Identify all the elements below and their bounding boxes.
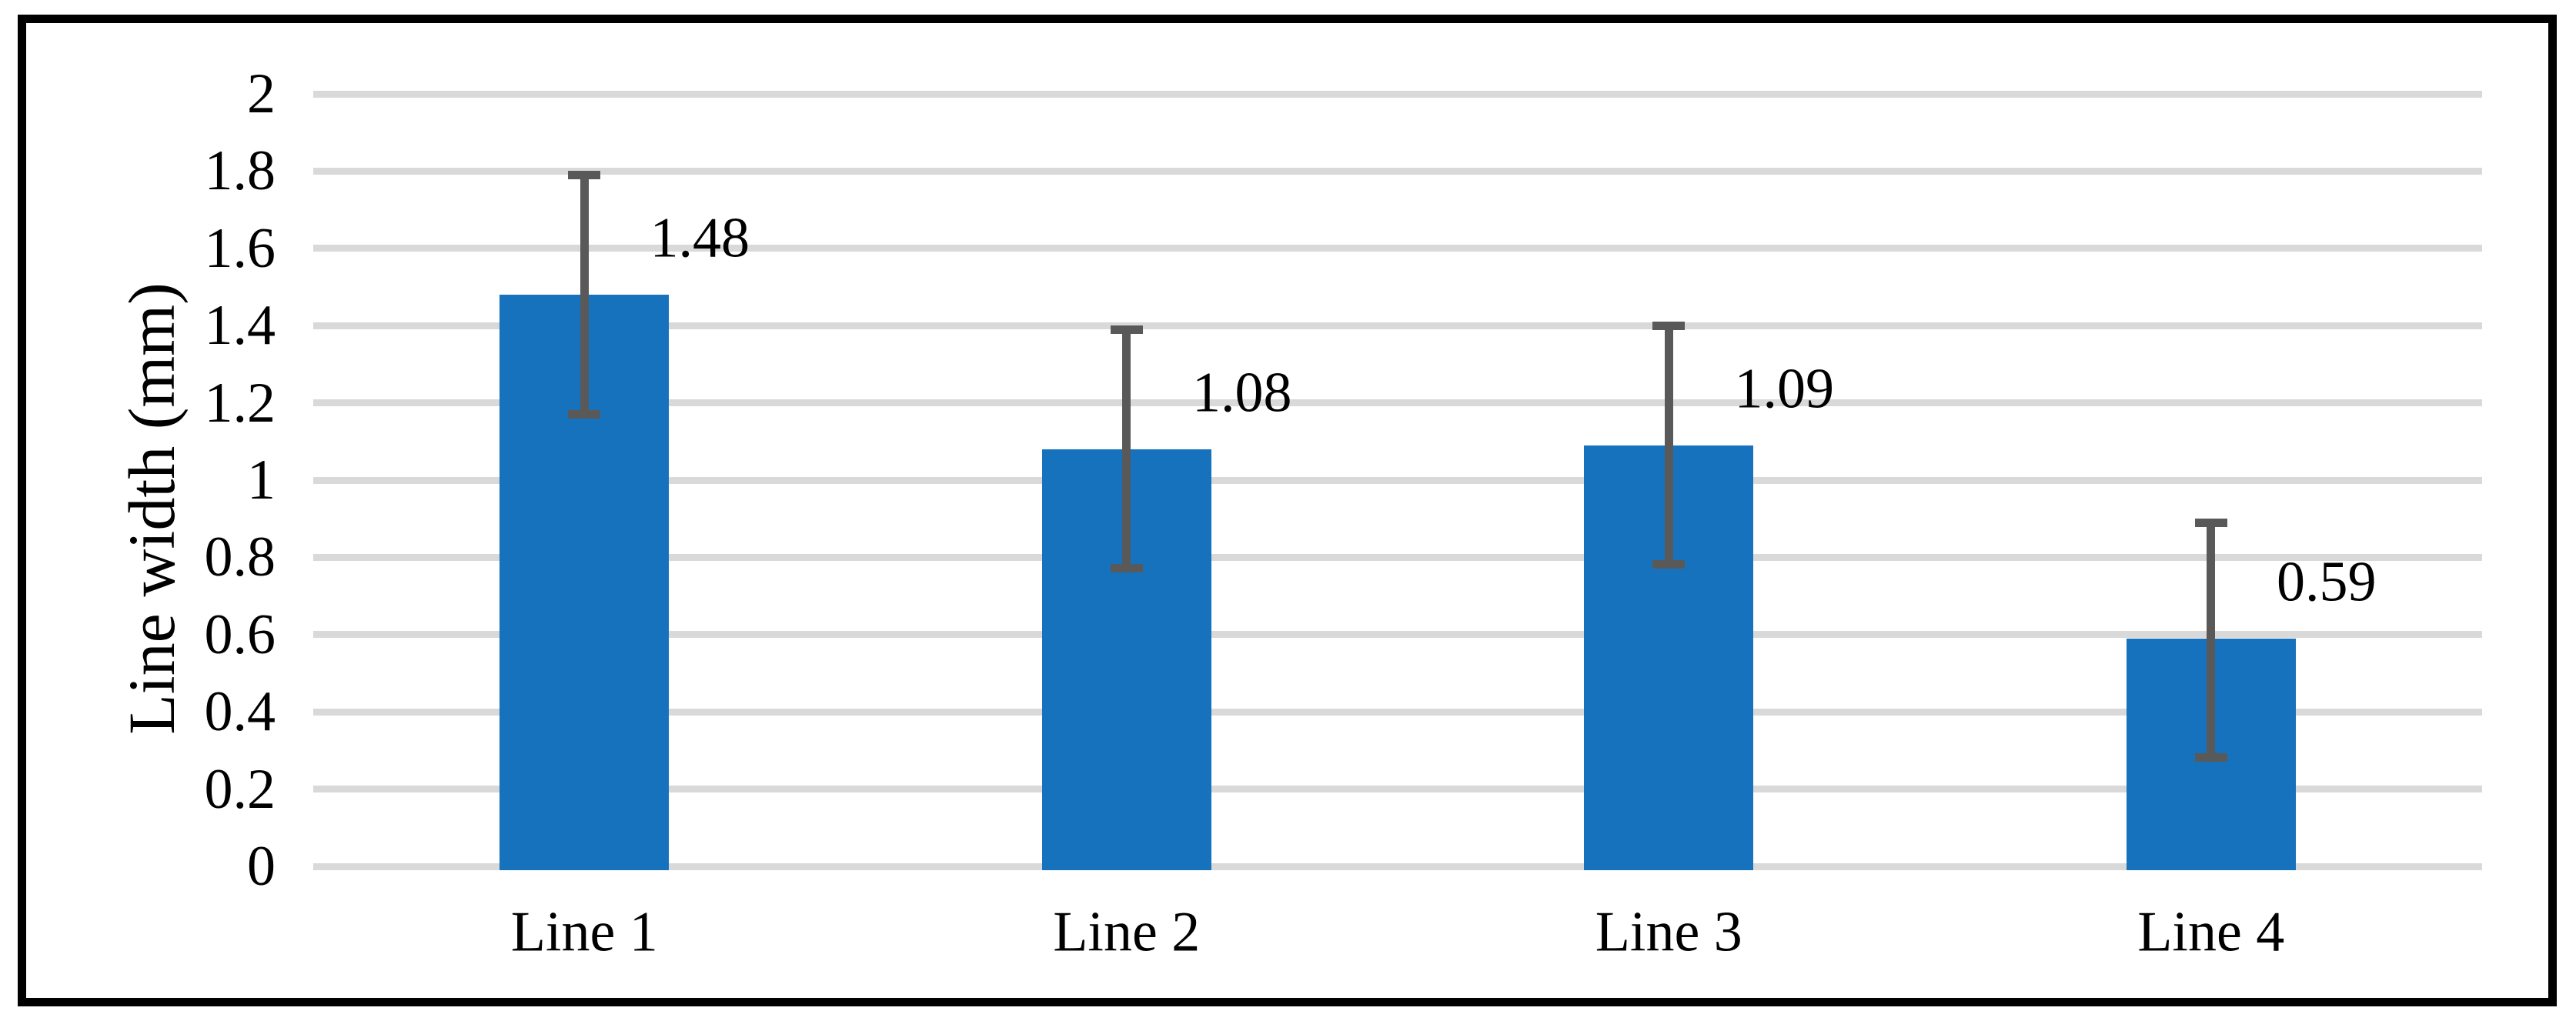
data-label-line-1: 1.48 (650, 206, 750, 270)
error-bar-line-line-4 (2207, 519, 2216, 762)
data-label-line-2: 1.08 (1192, 361, 1292, 425)
y-tick-label-1: 1 (247, 449, 276, 512)
y-tick-label-0.6: 0.6 (204, 602, 276, 666)
gridline-y-0.6 (313, 631, 2482, 639)
y-tick-label-1.4: 1.4 (204, 294, 276, 358)
error-bar-lower-cap-line-1 (568, 409, 601, 419)
x-category-label-line-1: Line 1 (510, 900, 658, 964)
error-bar-upper-cap-line-1 (568, 171, 601, 180)
x-category-label-line-3: Line 3 (1595, 900, 1742, 964)
gridline-y-0.4 (313, 708, 2482, 716)
data-label-line-4: 0.59 (2277, 550, 2377, 614)
gridline-y-0 (313, 863, 2482, 870)
x-category-label-line-2: Line 2 (1053, 900, 1201, 964)
y-tick-label-0.2: 0.2 (204, 757, 276, 821)
y-tick-label-0: 0 (247, 835, 276, 898)
gridline-y-0.8 (313, 553, 2482, 561)
gridline-y-1.8 (313, 167, 2482, 175)
y-tick-label-1.8: 1.8 (204, 139, 276, 203)
gridline-y-0.2 (313, 786, 2482, 793)
gridline-y-2 (313, 90, 2482, 98)
error-bar-line-line-2 (1122, 325, 1131, 573)
y-tick-label-1.6: 1.6 (204, 216, 276, 280)
data-label-line-3: 1.09 (1734, 357, 1835, 421)
gridline-y-1.6 (313, 245, 2482, 252)
error-bar-lower-cap-line-3 (1652, 560, 1686, 569)
y-tick-label-0.4: 0.4 (204, 680, 276, 744)
error-bar-upper-cap-line-3 (1652, 322, 1686, 331)
error-bar-lower-cap-line-2 (1110, 564, 1143, 573)
error-bar-upper-cap-line-2 (1110, 325, 1143, 335)
y-tick-label-2: 2 (247, 62, 276, 125)
gridline-y-1.4 (313, 322, 2482, 329)
error-bar-line-line-1 (580, 171, 589, 419)
x-category-label-line-4: Line 4 (2137, 900, 2285, 964)
y-tick-label-0.8: 0.8 (204, 526, 276, 589)
gridline-y-1 (313, 476, 2482, 484)
error-bar-upper-cap-line-4 (2194, 519, 2227, 528)
gridline-y-1.2 (313, 399, 2482, 407)
y-tick-label-1.2: 1.2 (204, 371, 276, 435)
error-bar-lower-cap-line-4 (2194, 753, 2227, 762)
error-bar-line-line-3 (1664, 322, 1673, 569)
